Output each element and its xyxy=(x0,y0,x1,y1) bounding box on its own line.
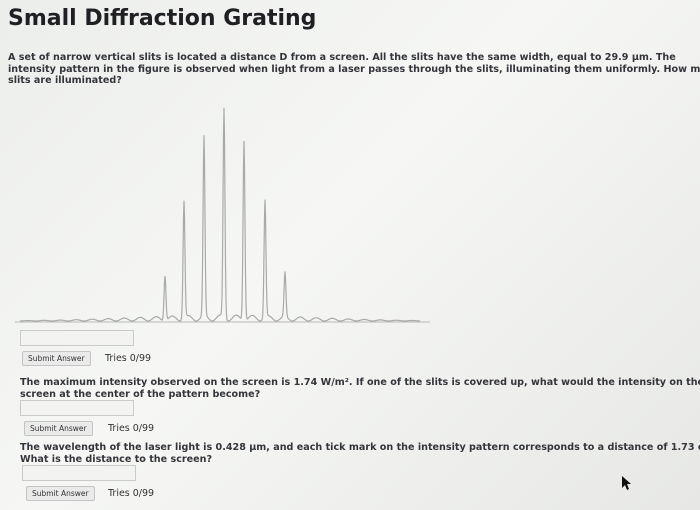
question-1: A set of narrow vertical slits is locate… xyxy=(8,52,700,87)
text-line: What is the distance to the screen? xyxy=(20,453,213,465)
question-2: The maximum intensity observed on the sc… xyxy=(20,377,700,400)
tries: Tries 0/99 xyxy=(108,423,155,434)
submit-button[interactable]: Submit Answer xyxy=(26,486,95,501)
submit-button[interactable]: Submit Answer xyxy=(22,351,91,366)
text-line: The maximum intensity observed on the sc… xyxy=(20,377,700,388)
answer-input[interactable] xyxy=(20,330,134,346)
intensity-curve xyxy=(20,107,420,322)
tries: Tries 0/99 xyxy=(105,353,152,364)
title: Small Diffraction Grating xyxy=(8,6,317,31)
text-line: screen at the center of the pattern beco… xyxy=(20,388,261,400)
cursor xyxy=(622,476,631,490)
text-line: A set of narrow vertical slits is locate… xyxy=(8,52,676,63)
submit-button[interactable]: Submit Answer xyxy=(24,421,93,436)
answer-input[interactable] xyxy=(20,400,134,416)
text-line: The wavelength of the laser light is 0.4… xyxy=(20,442,700,453)
question-3: The wavelength of the laser light is 0.4… xyxy=(20,442,700,465)
text-line: slits are illuminated? xyxy=(8,75,122,86)
text-line: intensity pattern in the figure is obser… xyxy=(8,63,700,75)
tries: Tries 0/99 xyxy=(108,488,155,499)
answer-input[interactable] xyxy=(22,465,136,481)
